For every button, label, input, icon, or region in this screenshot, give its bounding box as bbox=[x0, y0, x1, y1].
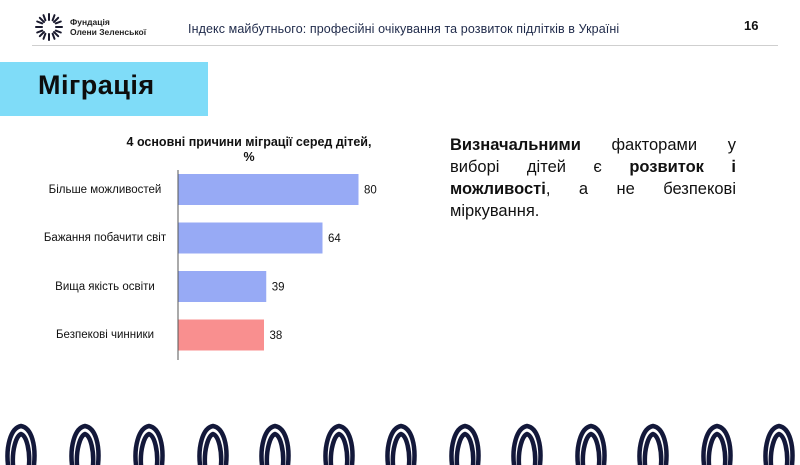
squiggle-arch bbox=[575, 423, 607, 465]
page-number: 16 bbox=[744, 18, 759, 33]
bar-value-label-1: 80 bbox=[364, 185, 377, 197]
report-title: Індекс майбутнього: професійні очікуванн… bbox=[188, 22, 620, 36]
logo-line-2: Олени Зеленської bbox=[70, 27, 147, 37]
squiggle-arch bbox=[197, 423, 229, 465]
logo-text: Фундація Олени Зеленської bbox=[70, 17, 146, 37]
bar-2 bbox=[178, 222, 323, 254]
bar-3 bbox=[178, 271, 267, 302]
squiggle-arch bbox=[385, 423, 417, 465]
bar-1 bbox=[178, 174, 359, 205]
category-label-1: Більше можливостей bbox=[48, 183, 162, 196]
chart-unit: % bbox=[243, 150, 255, 164]
category-label-4: Безпекові чинники bbox=[56, 329, 154, 341]
logo-line-1: Фундація bbox=[70, 17, 110, 27]
squiggle-arch bbox=[5, 423, 37, 465]
insight-bold-1: Визначальними bbox=[450, 136, 581, 154]
squiggle-arch bbox=[323, 423, 355, 465]
squiggle-arch bbox=[763, 423, 795, 465]
insight-plain-2: , а не безпекові міркування. bbox=[450, 180, 736, 220]
sunburst-logo-icon bbox=[35, 13, 63, 41]
key-insight-text: Визначальними факторами у виборі дітей є… bbox=[450, 134, 736, 222]
squiggle-arch bbox=[259, 423, 291, 465]
decorative-squiggle-border bbox=[5, 423, 795, 465]
category-label-3: Вища якість освіти bbox=[55, 280, 155, 293]
chart-title-text: 4 основні причини міграції серед дітей, bbox=[126, 135, 372, 149]
chart-title: 4 основні причини міграції серед дітей, … bbox=[0, 135, 498, 165]
bar-4 bbox=[178, 319, 264, 351]
bar-value-label-2: 64 bbox=[328, 233, 341, 245]
squiggle-arch bbox=[701, 423, 733, 465]
insight-plain-1: факторами у виборі дітей є bbox=[450, 136, 736, 176]
squiggle-arch bbox=[637, 423, 669, 465]
header-divider bbox=[32, 45, 778, 46]
insight-bold-2: розвиток і можливості bbox=[450, 158, 736, 198]
bar-value-label-3: 39 bbox=[272, 282, 285, 294]
category-label-2: Бажання побачити світ bbox=[43, 232, 167, 244]
squiggle-arch bbox=[133, 423, 165, 465]
section-title: Міграція bbox=[38, 70, 155, 100]
foundation-logo: Фундація Олени Зеленської bbox=[34, 12, 146, 42]
page-header: Фундація Олени Зеленської Індекс майбутн… bbox=[0, 0, 800, 46]
bar-value-label-4: 38 bbox=[270, 330, 283, 342]
squiggle-arch bbox=[449, 423, 481, 465]
squiggle-arch bbox=[69, 423, 101, 465]
section-banner: Міграція bbox=[0, 62, 208, 116]
squiggle-arch bbox=[511, 423, 543, 465]
